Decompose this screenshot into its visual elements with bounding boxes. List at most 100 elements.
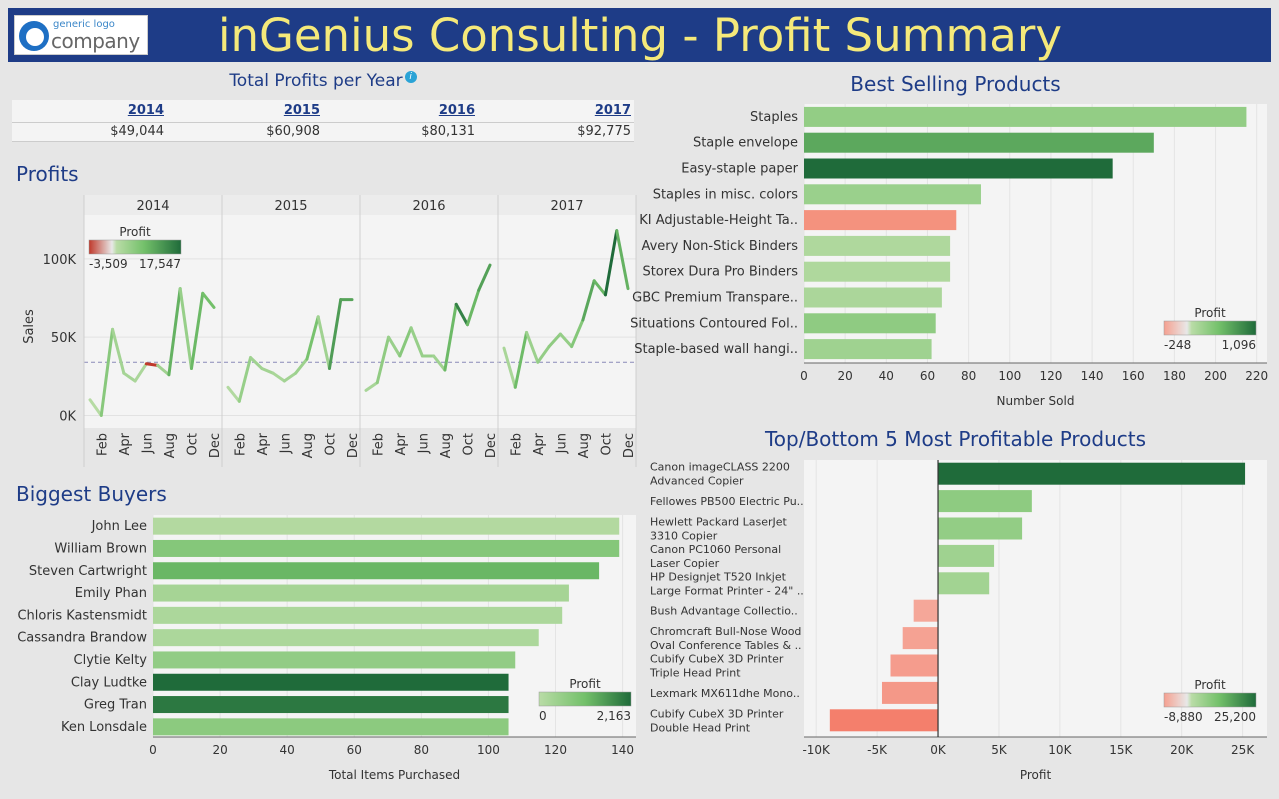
- biggest-buyers-chart-xtick-label: 60: [347, 743, 362, 757]
- profits-line-segment: [305, 315, 320, 361]
- profits-month-label: Jun: [140, 433, 155, 454]
- top-bottom-chart-xtick-label: 20K: [1170, 743, 1194, 757]
- profits-line-segment: [581, 279, 596, 322]
- biggest-buyers-chart-xtick-label: 140: [611, 743, 634, 757]
- profits-line-segment: [465, 288, 481, 327]
- top-bottom-chart-category-label: Large Format Printer - 24" ..: [650, 584, 804, 597]
- biggest-buyers-chart-bar: [153, 539, 620, 557]
- top-bottom-title: Top/Bottom 5 Most Profitable Products: [764, 427, 1147, 451]
- profits-month-label: Dec: [208, 433, 223, 458]
- profits-month-label: Dec: [484, 433, 499, 458]
- year-header-2014[interactable]: 2014: [127, 103, 164, 118]
- biggest-buyers-chart-xtick-label: 20: [212, 743, 227, 757]
- year-header-2016[interactable]: 2016: [438, 103, 475, 118]
- best-selling-chart-category-label: GBC Premium Transpare..: [632, 291, 798, 306]
- profits-line-segment: [536, 345, 551, 364]
- top-bottom-chart-bar: [881, 681, 939, 704]
- biggest-buyers-chart-category-label: Cassandra Brandow: [17, 631, 147, 646]
- top-bottom-legend-max: 25,200: [1214, 710, 1256, 724]
- profits-month-label: Jun: [416, 433, 431, 454]
- biggest-buyers-chart-xlabel: Total Items Purchased: [328, 768, 460, 782]
- top-bottom-chart-xtick-label: 25K: [1231, 743, 1255, 757]
- profits-month-label: Apr: [118, 432, 133, 455]
- profits-month-label: Oct: [323, 433, 338, 455]
- best-selling-chart-category-label: Staples in misc. colors: [653, 187, 799, 202]
- profits-month-label: Apr: [256, 432, 271, 455]
- header-bar: generic logo company inGenius Consulting…: [8, 8, 1271, 62]
- top-bottom-legend: Profit -8,880 25,200: [1163, 678, 1257, 724]
- biggest-buyers-chart-bar: [153, 651, 516, 669]
- profits-line-segment: [454, 302, 469, 327]
- biggest-buyers-legend-min: 0: [539, 709, 547, 723]
- profits-month-label: Oct: [599, 433, 614, 455]
- biggest-buyers-chart-xtick-label: 40: [280, 743, 295, 757]
- year-header-2017[interactable]: 2017: [594, 103, 631, 118]
- best-selling-chart-bar: [804, 261, 951, 282]
- best-selling-chart-bar: [804, 210, 957, 231]
- profits-line-segment: [502, 346, 517, 389]
- profits-month-label: Feb: [509, 433, 524, 456]
- dashboard-title: inGenius Consulting - Profit Summary: [217, 9, 1063, 62]
- best-selling-chart-bar: [804, 132, 1154, 153]
- profits-ylabel: Sales: [22, 309, 37, 344]
- top-bottom-legend-title: Profit: [1194, 678, 1226, 692]
- profits-legend-max: 17,547: [139, 257, 181, 271]
- biggest-buyers-title: Biggest Buyers: [16, 482, 167, 506]
- top-bottom-chart-xtick-label: 15K: [1109, 743, 1133, 757]
- profits-line-segment: [99, 327, 115, 417]
- profits-line-segment: [513, 330, 529, 389]
- biggest-buyers-chart-category-label: Emily Phan: [75, 586, 147, 601]
- biggest-buyers-chart-bar: [153, 562, 600, 580]
- top-bottom-chart-category-label: Cubify CubeX 3D Printer: [650, 653, 784, 666]
- top-bottom-chart-category-label: Lexmark MX611dhe Mono..: [650, 687, 800, 700]
- best-selling-legend: Profit -248 1,096: [1163, 306, 1257, 352]
- profits-month-label: Feb: [371, 433, 386, 456]
- profits-ytick-label: 0K: [59, 409, 76, 424]
- best-selling-chart-category-label: Situations Contoured Fol..: [630, 316, 798, 331]
- profits-month-label: Apr: [532, 432, 547, 455]
- top-bottom-chart-bar: [829, 709, 939, 732]
- profits-line-segment: [111, 327, 126, 375]
- profits-ytick-label: 50K: [51, 331, 77, 346]
- biggest-buyers-chart-category-label: William Brown: [54, 541, 147, 556]
- profits-line-segment: [477, 263, 492, 292]
- top-bottom-chart-bar: [902, 627, 939, 650]
- logo-tagline: generic logo: [53, 19, 115, 30]
- top-bottom-chart-category-label: Hewlett Packard LaserJet: [650, 516, 788, 529]
- biggest-buyers-chart-category-label: Ken Lonsdale: [61, 720, 147, 735]
- profits-ytick-label: 100K: [43, 253, 77, 268]
- best-selling-chart-xtick-label: 220: [1245, 369, 1268, 383]
- top-bottom-chart-bar: [938, 517, 1023, 540]
- best-selling-chart-xtick-label: 140: [1081, 369, 1104, 383]
- best-selling-chart-bar: [804, 313, 936, 334]
- year-profit-2014: $49,044: [110, 124, 164, 139]
- profits-line-segment: [156, 363, 171, 377]
- profits-legend-title: Profit: [119, 225, 151, 239]
- biggest-buyers-chart-category-label: Greg Tran: [84, 698, 147, 713]
- best-selling-chart-xtick-label: 100: [998, 369, 1021, 383]
- top-bottom-legend-min: -8,880: [1164, 710, 1203, 724]
- top-bottom-chart-category-label: Cubify CubeX 3D Printer: [650, 707, 784, 720]
- top-bottom-chart-category-label: Oval Conference Tables & ..: [650, 639, 802, 652]
- biggest-buyers-chart-bar: [153, 629, 539, 647]
- biggest-buyers-chart-xtick-label: 100: [477, 743, 500, 757]
- year-header-2015[interactable]: 2015: [283, 103, 320, 118]
- year-profit-2017: $92,775: [577, 124, 631, 139]
- profits-month-label: Dec: [346, 433, 361, 458]
- best-selling-chart-xlabel: Number Sold: [997, 394, 1075, 408]
- biggest-buyers-chart-bar: [153, 696, 509, 714]
- info-icon[interactable]: i: [404, 71, 417, 83]
- profits-line-segment: [316, 315, 331, 370]
- profits-line-segment: [327, 298, 343, 370]
- best-selling-chart: 0 20 40 60 80 100 120 140 160 180 200 220 Number Sol…: [630, 104, 1268, 408]
- best-selling-chart-category-label: Staples: [750, 110, 798, 125]
- best-selling-legend-min: -248: [1164, 338, 1191, 352]
- profits-legend-bar: [88, 239, 182, 255]
- best-selling-legend-bar: [1163, 320, 1257, 336]
- profits-line-segment: [249, 356, 264, 370]
- biggest-buyers-legend-title: Profit: [569, 677, 601, 691]
- best-selling-chart-xtick-label: 180: [1163, 369, 1186, 383]
- biggest-buyers-chart-category-label: Clay Ludtke: [71, 675, 147, 690]
- top-bottom-chart-bar: [890, 654, 939, 677]
